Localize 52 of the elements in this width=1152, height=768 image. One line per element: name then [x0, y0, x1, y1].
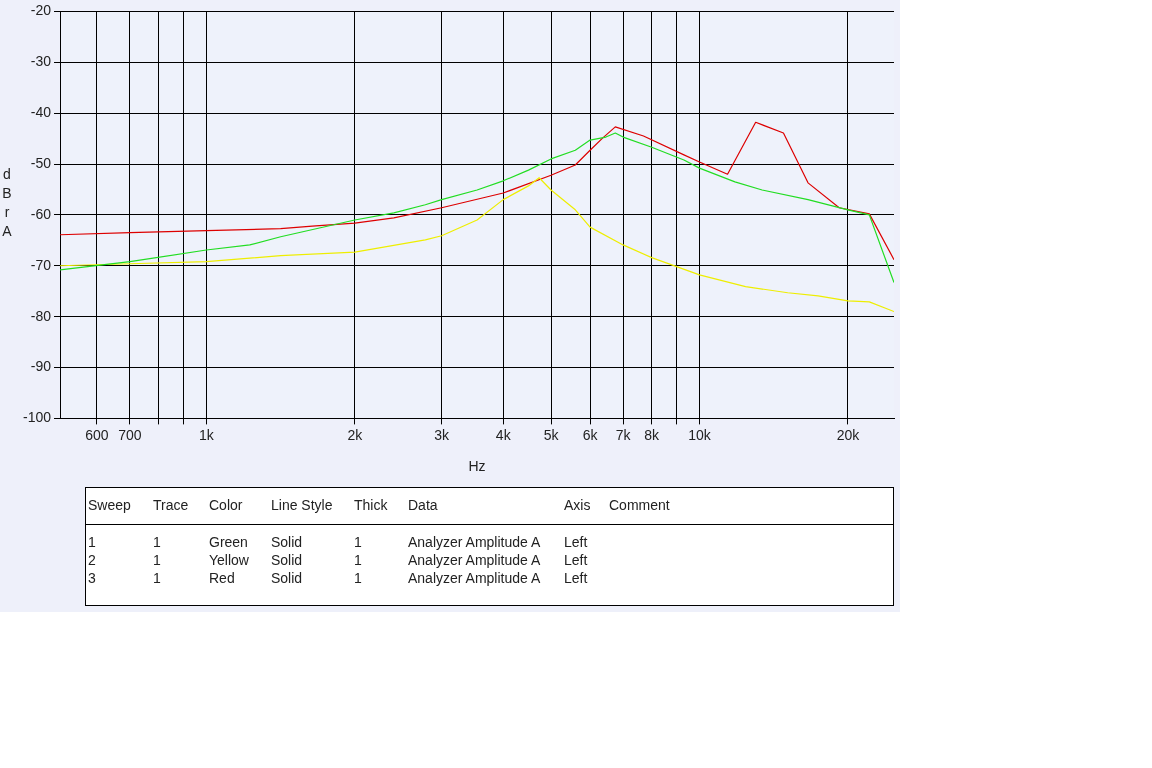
text: Trace — [153, 497, 189, 513]
y-tick-label: -70 — [30, 256, 52, 273]
text: Green — [209, 534, 248, 550]
text: 1 — [354, 534, 362, 550]
text: Thick — [354, 497, 388, 513]
text: Analyzer Amplitude A — [408, 552, 541, 568]
y-tick-label: -60 — [30, 205, 52, 222]
x-tick-label: 20k — [836, 426, 861, 443]
x-tick-label: 4k — [495, 426, 512, 443]
x-tick-label: 10k — [688, 426, 712, 443]
x-tick-label: 6k — [582, 426, 599, 443]
text: 1 — [153, 534, 161, 550]
text: Left — [564, 534, 588, 550]
x-axis-title: Hz — [468, 458, 486, 475]
text: Yellow — [209, 552, 249, 568]
text: 2 — [88, 552, 96, 568]
text: Comment — [609, 497, 670, 513]
y-tick-label: -30 — [30, 53, 52, 70]
text: Red — [209, 570, 235, 586]
y-axis-title: dBr A — [2, 165, 12, 241]
x-tick-label: 5k — [543, 426, 560, 443]
text: Analyzer Amplitude A — [408, 570, 541, 586]
text: 1 — [153, 552, 161, 568]
x-tick-label: 700 — [118, 426, 142, 443]
text: Left — [564, 570, 588, 586]
y-tick-label: -40 — [30, 104, 52, 121]
text: Analyzer Amplitude A — [408, 534, 541, 550]
y-tick-label: -100 — [22, 409, 52, 426]
y-tick-label: -80 — [30, 307, 52, 324]
y-tick-label: -90 — [30, 358, 52, 375]
text: 3 — [88, 570, 96, 586]
text: 1 — [88, 534, 96, 550]
text: Axis — [564, 497, 591, 513]
x-tick-label: 3k — [434, 426, 451, 443]
text: Data — [408, 497, 438, 513]
text: Solid — [271, 534, 303, 550]
text: Solid — [271, 552, 303, 568]
text: Color — [209, 497, 243, 513]
text: Sweep — [88, 497, 131, 513]
text: 1 — [354, 570, 362, 586]
y-tick-label: -20 — [30, 2, 52, 19]
x-tick-label: 2k — [347, 426, 364, 443]
text: 1 — [354, 552, 362, 568]
x-tick-label: 8k — [644, 426, 661, 443]
x-tick-label: 1k — [198, 426, 215, 443]
x-tick-label: 7k — [615, 426, 632, 443]
text: Solid — [271, 570, 303, 586]
x-tick-label: 600 — [85, 426, 109, 443]
y-tick-label: -50 — [30, 154, 52, 171]
text: Left — [564, 552, 588, 568]
text: Line Style — [271, 497, 333, 513]
text: 1 — [153, 570, 161, 586]
